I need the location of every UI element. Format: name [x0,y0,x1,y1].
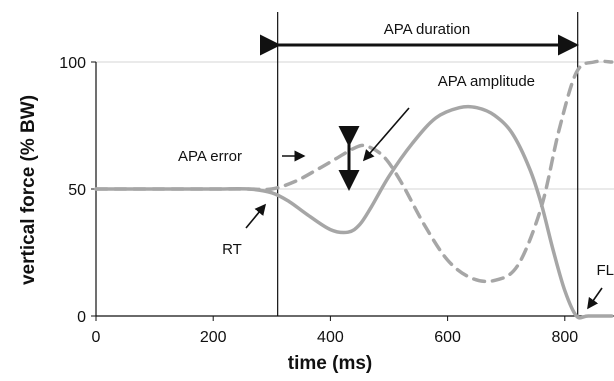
solid-force-curve [94,104,614,320]
event-lines [277,12,579,316]
axis-ticks: 0 200 400 600 800 0 50 100 [59,55,614,346]
x-axis-label: time (ms) [288,353,372,374]
fl-label: FL [596,262,614,279]
y-tick-label: 100 [59,55,86,72]
rt-arrow [245,203,267,229]
dashed-force-curve [94,59,614,284]
apa-duration-label: APA duration [384,21,470,38]
y-tick-label: 50 [68,182,86,199]
annotation-arrows [245,34,603,310]
x-tick-label: 600 [434,329,461,346]
y-axis-label: vertical force (% BW) [18,95,39,285]
x-tick-label: 400 [317,329,344,346]
rt-label: RT [222,241,242,258]
apa-error-label: APA error [178,148,242,165]
apa-amplitude-arrow [362,107,410,162]
apa-amplitude-label: APA amplitude [438,73,535,90]
fl-arrow [587,287,603,310]
x-tick-label: 800 [551,329,578,346]
x-tick-label: 200 [200,329,227,346]
x-tick-label: 0 [92,329,101,346]
series-group [94,59,614,320]
y-tick-label: 0 [77,309,86,326]
